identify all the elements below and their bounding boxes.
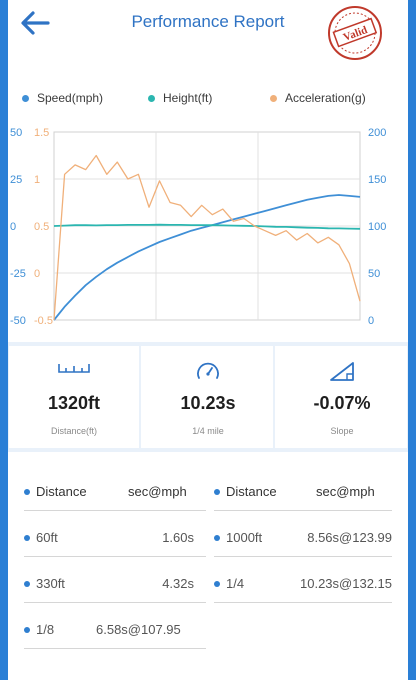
splits-table: Distance sec@mph Distance sec@mph 60ft 1…: [8, 468, 408, 652]
right-axis-tick-label: 0: [368, 315, 374, 327]
right-axis-tick-label: 150: [368, 174, 386, 186]
bullet-icon: [24, 581, 30, 587]
slope-icon: [330, 362, 354, 381]
left-axis-tick-label: -50: [10, 315, 26, 327]
valid-stamp: Valid: [328, 6, 382, 60]
app-screen: Performance Report Valid Speed(mph) Heig…: [8, 0, 408, 680]
legend-dot-icon: [148, 94, 155, 102]
stat-slope: -0.07% Slope: [275, 346, 407, 448]
row-right-value: 10.23s@132.15: [300, 576, 392, 591]
header-right-label: Distance: [226, 484, 277, 499]
accel-axis-tick-label: 0.5: [34, 221, 49, 233]
left-axis-tick-label: 25: [10, 174, 22, 186]
series-line-height: [53, 223, 361, 230]
stat-time: 10.23s 1/4 mile: [141, 346, 273, 448]
legend-height: Height(ft): [148, 91, 212, 105]
row-left-label: 60ft: [36, 530, 58, 545]
row-right-label: 1/4: [226, 576, 245, 591]
legend-label-acceleration: Acceleration(g): [285, 91, 366, 105]
performance-chart: 50 1.5 200 25 1 150 0 0.5 100 -25 0 50 -50 -0.5 0: [10, 127, 386, 327]
row-right-label: 1000ft: [226, 530, 263, 545]
back-arrow-icon: [21, 11, 50, 35]
divider: [214, 602, 392, 603]
stat-label-time: 1/4 mile: [192, 426, 224, 436]
series-line-speed: [53, 194, 361, 321]
right-axis-tick-label: 50: [368, 268, 380, 280]
stat-label-distance: Distance(ft): [50, 426, 97, 436]
right-axis-tick-label: 200: [368, 127, 386, 139]
row-left-label: 330ft: [36, 576, 65, 591]
speedometer-icon: [197, 362, 219, 379]
divider: [24, 602, 206, 603]
table-row: 330ft 4.32s 1/4 10.23s@132.15: [8, 560, 408, 606]
stat-label-slope: Slope: [330, 426, 354, 436]
row-right-value: 8.56s@123.99: [307, 530, 392, 545]
ruler-icon: [58, 364, 90, 373]
accel-axis-tick-label: 1.5: [34, 127, 49, 139]
legend-speed: Speed(mph): [22, 91, 103, 105]
divider: [214, 510, 392, 511]
row-left-value: 4.32s: [162, 576, 194, 591]
accel-axis-tick-label: 0: [34, 268, 40, 280]
left-axis-tick-label: 50: [10, 127, 22, 139]
bullet-icon: [214, 489, 220, 495]
row-left-value: 1.60s: [162, 530, 194, 545]
table-row: 1/8 6.58s@107.95: [8, 606, 408, 652]
legend-acceleration: Acceleration(g): [270, 91, 366, 105]
left-axis-tick-label: -25: [10, 268, 26, 280]
page-title: Performance Report: [131, 12, 285, 31]
table-row: 60ft 1.60s 1000ft 8.56s@123.99: [8, 514, 408, 560]
stat-value-distance: 1320ft: [47, 393, 101, 413]
row-left-label: 1/8: [36, 622, 55, 637]
divider: [24, 510, 206, 511]
divider: [24, 648, 206, 649]
right-axis-tick-label: 100: [368, 221, 386, 233]
legend-dot-icon: [270, 94, 277, 102]
series-line-acceleration: [53, 154, 361, 321]
chart-legend: Speed(mph) Height(ft) Acceleration(g): [8, 88, 408, 110]
bullet-icon: [24, 489, 30, 495]
row-left-value: 6.58s@107.95: [96, 622, 181, 637]
header: Performance Report Valid: [8, 0, 408, 60]
stat-value-slope: -0.07%: [313, 393, 371, 413]
stats-panel: 1320ft Distance(ft) 10.23s 1/4 mile -: [8, 342, 408, 452]
bullet-icon: [24, 535, 30, 541]
divider: [24, 556, 206, 557]
divider: [214, 556, 392, 557]
legend-label-height: Height(ft): [163, 91, 213, 105]
header-right-value: sec@mph: [316, 484, 375, 499]
left-axis-tick-label: 0: [10, 221, 16, 233]
stat-value-time: 10.23s: [180, 393, 236, 413]
bullet-icon: [24, 627, 30, 633]
accel-axis-tick-label: 1: [34, 174, 40, 186]
back-button[interactable]: [18, 8, 52, 38]
stat-distance: 1320ft Distance(ft): [9, 346, 139, 448]
header-left-label: Distance: [36, 484, 87, 499]
header-left-value: sec@mph: [128, 484, 187, 499]
bullet-icon: [214, 581, 220, 587]
legend-label-speed: Speed(mph): [37, 91, 104, 105]
legend-dot-icon: [22, 94, 29, 102]
splits-header-row: Distance sec@mph Distance sec@mph: [8, 468, 408, 514]
accel-axis-tick-label: -0.5: [34, 315, 53, 327]
bullet-icon: [214, 535, 220, 541]
